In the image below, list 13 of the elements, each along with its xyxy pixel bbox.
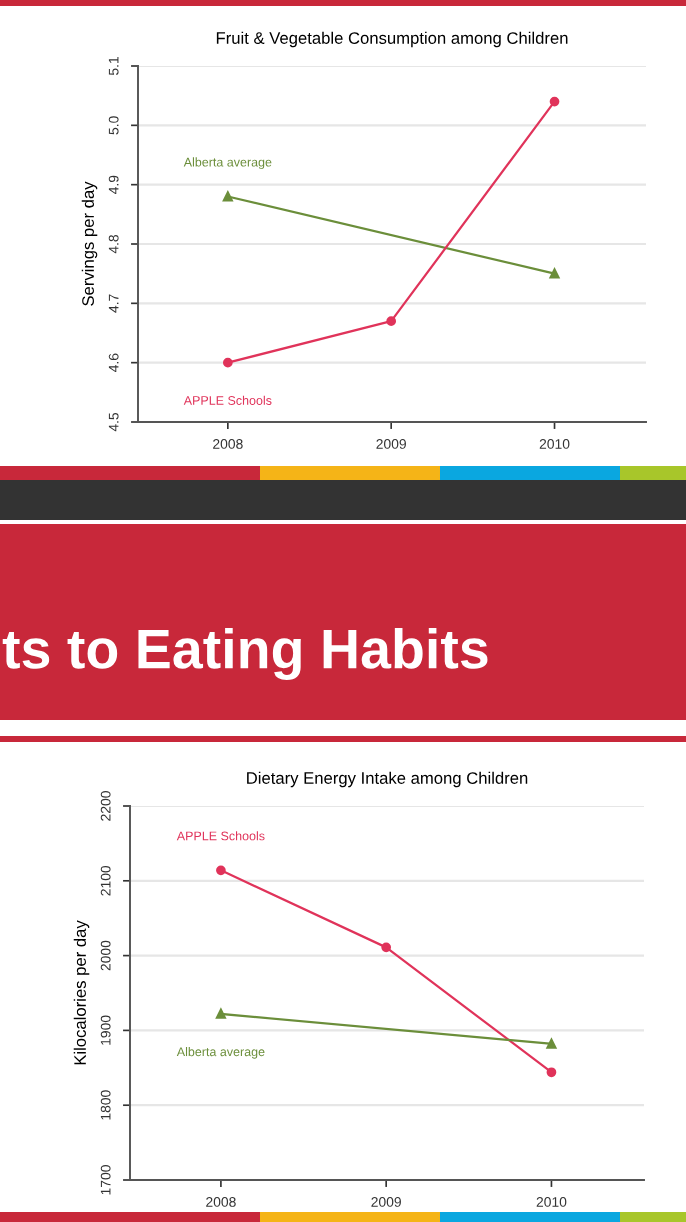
point: [386, 316, 397, 326]
y-axis-title: Kilocalories per day: [73, 920, 90, 1065]
point: [222, 357, 233, 368]
text: ts to Eating Habits: [2, 627, 488, 681]
chart-title: Dietary Energy Intake among Children: [247, 771, 528, 788]
point: [216, 865, 226, 876]
y-axis-title: Servings per day: [81, 181, 98, 306]
point: [546, 1067, 557, 1078]
chart-title: Fruit & Vegetable Consumption among Children: [216, 31, 568, 48]
point: [549, 268, 560, 279]
point: [549, 96, 560, 107]
point: [222, 191, 233, 202]
point: [381, 942, 392, 953]
